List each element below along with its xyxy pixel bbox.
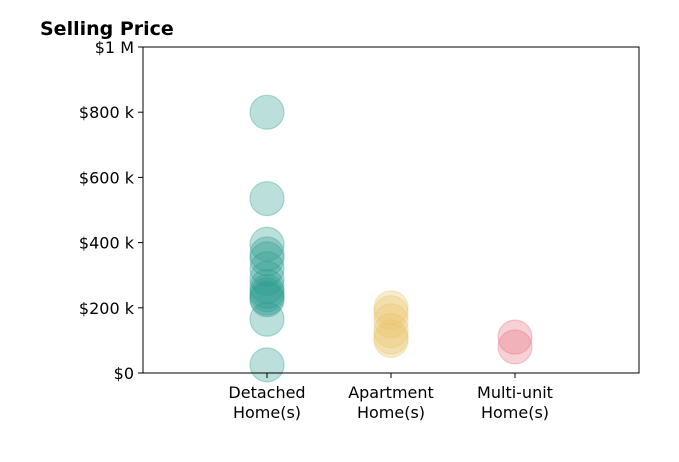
x-tick-label: Home(s) — [357, 403, 425, 422]
data-point — [249, 94, 285, 130]
data-point — [373, 313, 409, 349]
x-tick-label: Apartment — [348, 383, 434, 402]
x-tick-label: Detached — [228, 383, 305, 402]
data-point — [249, 180, 285, 217]
data-point — [373, 303, 409, 339]
data-point — [249, 269, 285, 305]
x-tick-label: Home(s) — [481, 403, 549, 422]
y-tick-label: $800 k — [79, 103, 135, 122]
data-point — [373, 295, 409, 331]
data-point — [249, 277, 285, 313]
x-tick-label: Home(s) — [233, 403, 301, 422]
y-tick-label: $0 — [114, 364, 134, 383]
y-tick-label: $200 k — [79, 299, 135, 318]
data-point — [497, 329, 533, 365]
x-axis: DetachedHome(s)ApartmentHome(s)Multi-uni… — [228, 373, 553, 422]
data-point — [249, 282, 285, 318]
y-tick-label: $400 k — [79, 234, 135, 253]
y-tick-label: $600 k — [79, 168, 135, 187]
data-point — [373, 319, 409, 355]
data-point — [249, 236, 285, 272]
points-layer — [249, 94, 533, 383]
x-tick-label: Multi-unit — [477, 383, 553, 402]
y-tick-label: $1 M — [95, 38, 134, 57]
data-point — [373, 322, 409, 358]
data-point — [249, 251, 285, 287]
data-point — [249, 226, 285, 262]
data-point — [249, 273, 285, 310]
chart-title: Selling Price — [40, 18, 174, 40]
data-point — [373, 290, 409, 326]
data-point — [249, 260, 285, 297]
y-axis: $0 $200 k $400 k $600 k $800 k $1 M — [79, 38, 143, 383]
data-point — [249, 301, 285, 337]
data-point — [497, 319, 533, 355]
data-point — [249, 241, 285, 277]
data-point — [249, 280, 285, 316]
